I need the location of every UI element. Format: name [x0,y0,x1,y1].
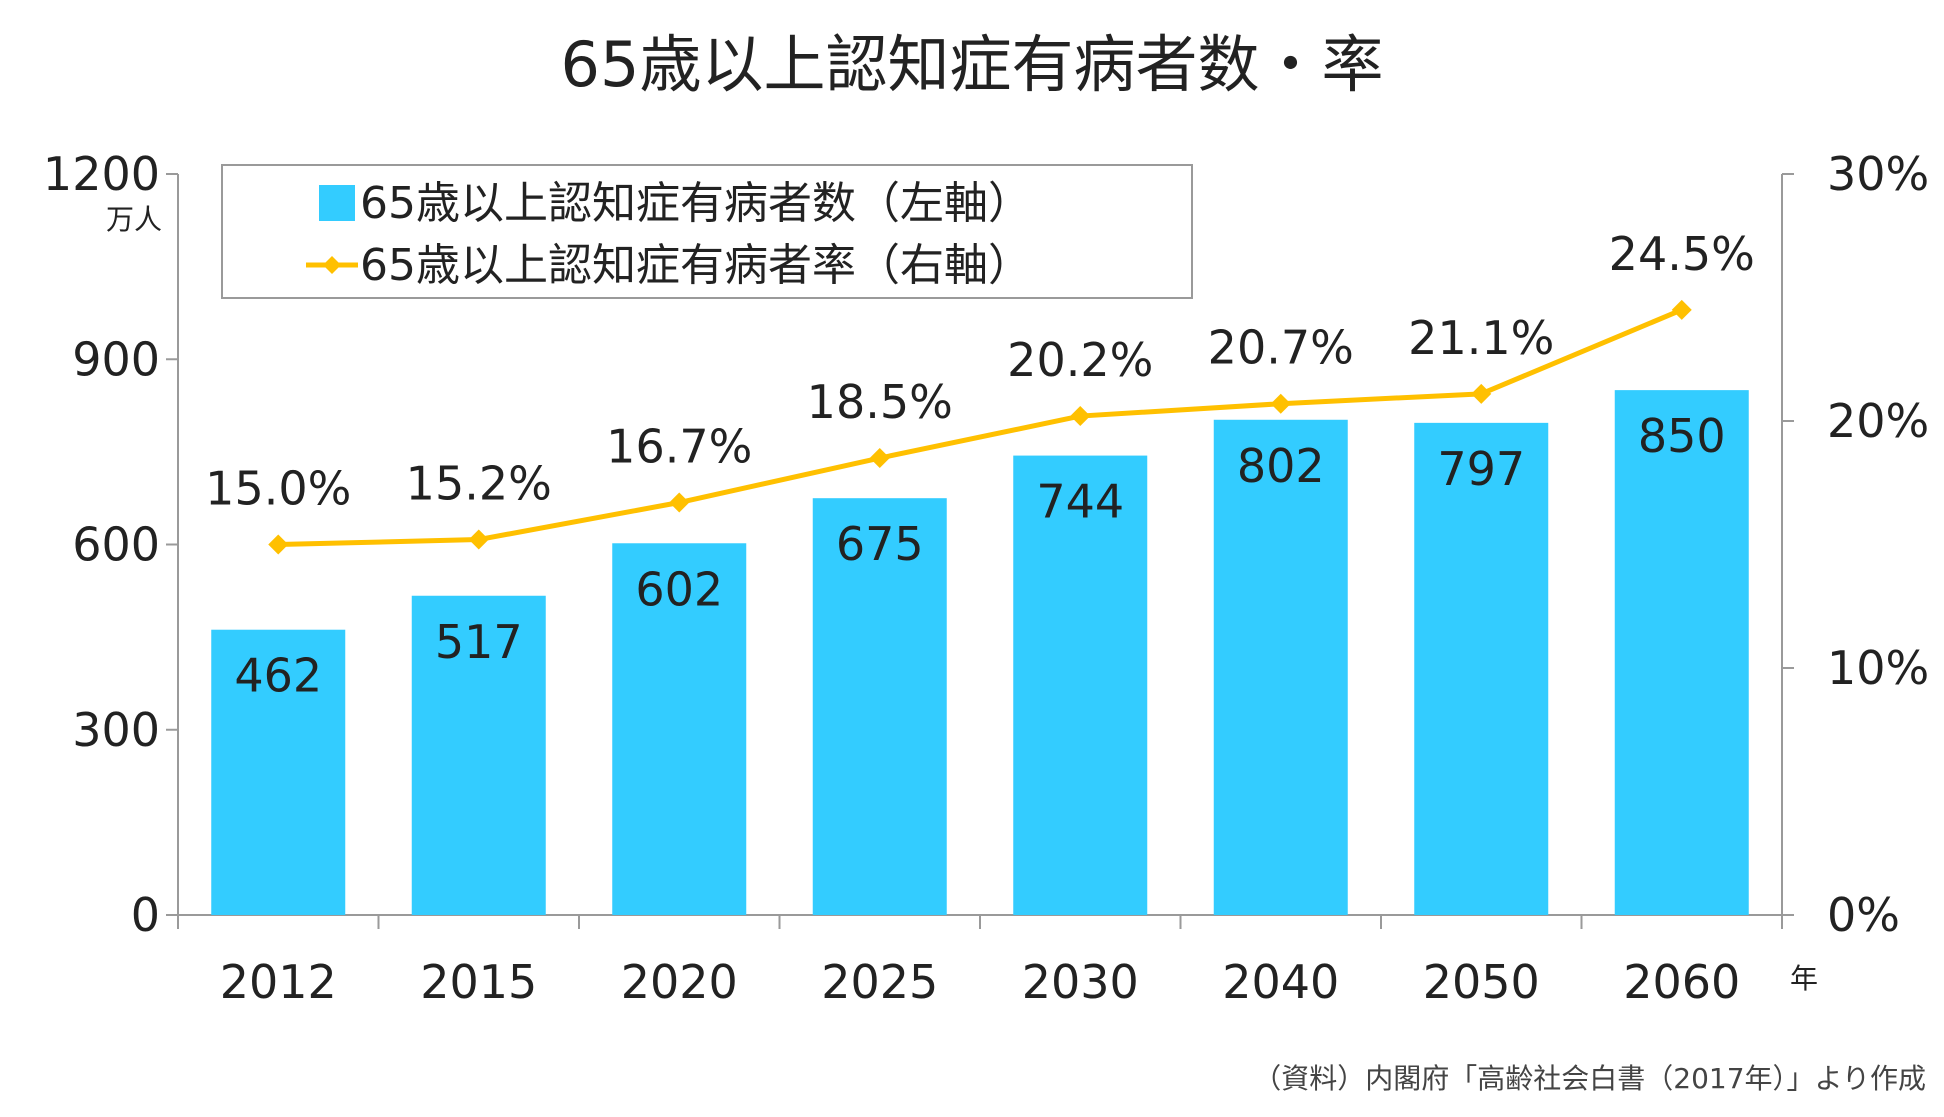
left-axis-tick-label: 600 [72,518,160,572]
right-axis-tick-label: 10% [1827,641,1929,695]
rate-data-label: 21.1% [1408,311,1554,365]
legend: 65歳以上認知症有病者数（左軸） 65歳以上認知症有病者率（右軸） [221,164,1193,299]
right-axis-tick-label: 20% [1827,394,1929,448]
legend-line-label: 65歳以上認知症有病者率（右軸） [360,240,1032,291]
x-axis-tick-label: 2030 [1022,955,1139,1009]
left-axis-tick-label: 1200 [43,147,160,201]
bar-data-label: 850 [1638,409,1726,463]
right-axis: 0% 10% 20% 30% [1781,147,1929,942]
line-series: 15.0% 15.2% 16.7% 18.5% 20.2% 20.7% 21.1% 24.5% [205,227,1755,555]
legend-bar-swatch [319,185,355,221]
legend-bar-label: 65歳以上認知症有病者数（左軸） [360,178,1032,229]
bar-series: 462 517 602 675 744 802 797 850 [211,390,1749,915]
bar-data-label: 675 [836,517,924,571]
left-axis-tick-label: 0 [131,888,160,942]
x-axis-tick-label: 2060 [1623,955,1740,1009]
x-axis-tick-label: 2020 [621,955,738,1009]
rate-point [268,534,289,555]
bar [211,629,346,915]
x-axis-tick-label: 2012 [220,955,337,1009]
x-axis-unit: 年 [1790,962,1818,995]
right-axis-tick-label: 0% [1827,888,1900,942]
rate-data-label: 20.2% [1007,333,1153,387]
legend-line-marker [323,256,341,274]
left-axis: 0 300 600 900 1200 [43,147,179,942]
bar [812,498,947,915]
x-axis-tick-label: 2015 [420,955,537,1009]
source-note: （資料）内閣府「高齢社会白書（2017年）」より作成 [1253,1062,1926,1095]
bar-data-label: 802 [1237,439,1325,493]
left-axis-tick-label: 300 [72,703,160,757]
bar [1213,419,1348,915]
rate-point [1070,406,1091,427]
rate-point [1270,393,1291,414]
bar [1614,390,1749,915]
bar [1013,455,1148,915]
bar-data-label: 462 [234,649,322,703]
rate-data-label: 15.0% [205,462,351,516]
right-axis-tick-label: 30% [1827,147,1929,201]
left-axis-tick-label: 900 [72,332,160,386]
x-axis-tick-label: 2025 [821,955,938,1009]
rate-point [1471,383,1492,404]
bar-data-label: 744 [1036,475,1124,529]
rate-data-label: 15.2% [406,457,552,511]
x-axis-tick-label: 2040 [1222,955,1339,1009]
x-axis: 2012 2015 2020 2025 2030 2040 2050 2060 [177,914,1783,1009]
x-axis-tick-label: 2050 [1423,955,1540,1009]
rate-data-label: 18.5% [807,375,953,429]
rate-point [468,529,489,550]
legend-box [221,164,1193,299]
bar [411,595,546,915]
rate-point [869,448,890,469]
rate-line [278,307,1683,547]
bar-data-label: 517 [435,615,523,669]
rate-data-label: 24.5% [1609,227,1755,281]
bar-data-label: 602 [635,562,723,616]
rate-point [669,492,690,513]
bar [612,543,747,915]
left-axis-unit: 万人 [106,203,162,236]
rate-data-label: 20.7% [1208,321,1354,375]
bar [1414,422,1549,915]
rate-point [1671,299,1692,320]
rate-data-label: 16.7% [606,420,752,474]
chart-title: 65歳以上認知症有病者数・率 [561,28,1384,101]
bar-data-label: 797 [1437,442,1525,496]
